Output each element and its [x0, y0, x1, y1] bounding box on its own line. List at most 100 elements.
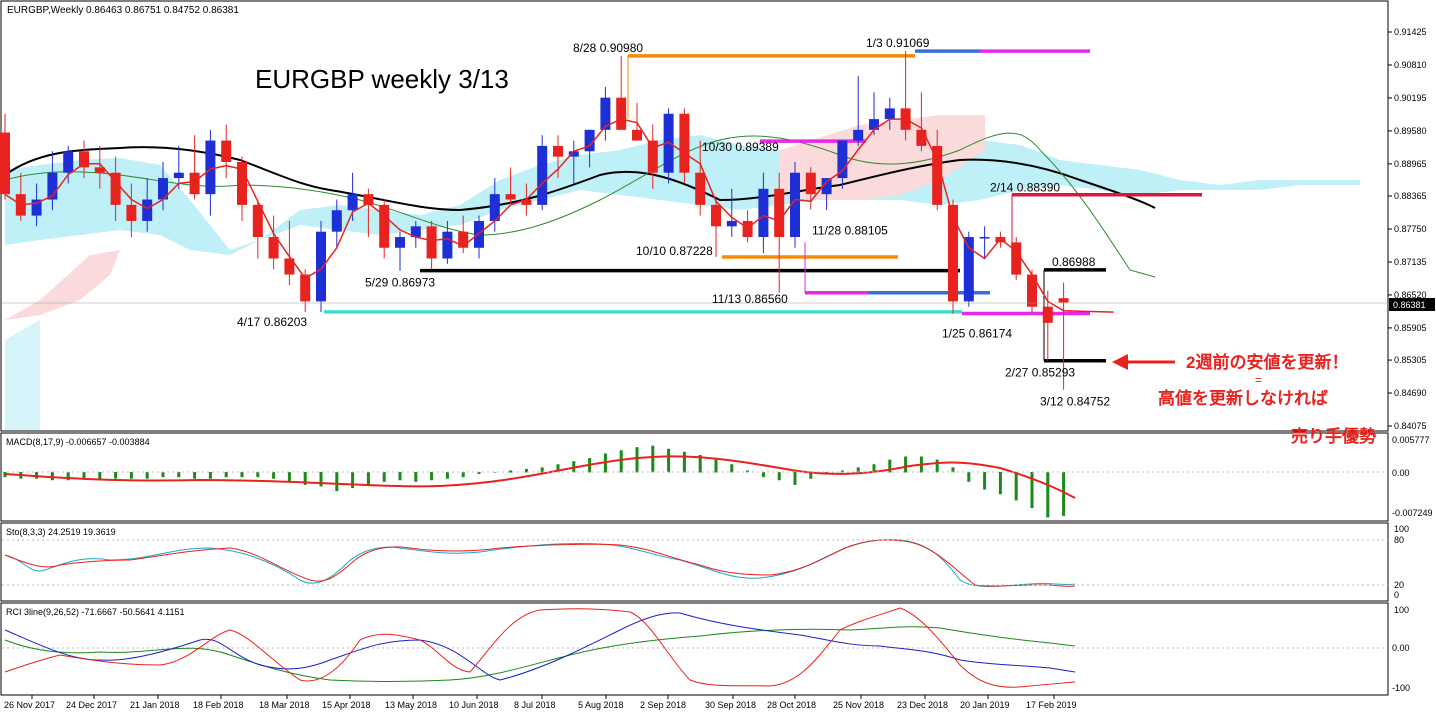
candle-body	[805, 172, 816, 195]
macd-bar	[888, 459, 892, 473]
candle-body	[553, 145, 563, 157]
candle-body	[884, 108, 895, 120]
macd-bar	[66, 472, 70, 481]
candle-body	[0, 132, 10, 195]
macd-bar	[872, 464, 876, 473]
current-price-label: 0.86381	[1393, 300, 1426, 310]
candle-body	[379, 204, 390, 248]
rci-short-mid-line	[4, 612, 1076, 681]
macd-bar	[319, 472, 323, 487]
macd-bar	[904, 456, 908, 473]
tenkan-path	[4, 118, 1114, 313]
candle-body	[821, 178, 832, 195]
candle-body	[505, 194, 516, 200]
price-tick-label: 0.90810	[1394, 60, 1427, 70]
level-label: 4/17 0.86203	[237, 315, 307, 329]
note-equals: =	[1255, 373, 1262, 387]
macd-bars	[3, 445, 1076, 518]
price-tick-label: 0.85905	[1394, 323, 1427, 333]
candle-body	[537, 145, 548, 205]
candle-body	[189, 172, 200, 195]
candle-body	[79, 151, 89, 168]
sto-tick-80: 80	[1394, 535, 1404, 545]
macd-bar	[98, 472, 102, 481]
candle-body	[790, 172, 800, 238]
macd-bar	[272, 472, 276, 479]
level-label: 2/14 0.88390	[990, 181, 1060, 195]
candle-body	[47, 172, 58, 200]
candle-body	[489, 194, 500, 221]
candle-body	[426, 226, 437, 259]
level-label: 1/3 0.91069	[866, 36, 930, 50]
time-tick-label: 13 May 2018	[385, 700, 437, 710]
candle-body	[458, 231, 469, 248]
time-tick-label: 25 Nov 2018	[833, 700, 884, 710]
time-tick-label: 18 Feb 2018	[193, 700, 244, 710]
tenkan-line	[4, 118, 1114, 313]
level-label: 5/29 0.86973	[365, 276, 435, 290]
macd-bar	[351, 472, 355, 488]
macd-bar	[730, 464, 734, 473]
candle-body	[1058, 298, 1069, 303]
macd-bar	[1046, 472, 1050, 518]
symbol-label: EURGBP,Weekly	[7, 5, 83, 16]
macd-bar	[161, 472, 165, 478]
rci-tick-zero: 0.00	[1392, 643, 1410, 653]
note-line-2: 高値を更新しなければ	[1158, 388, 1328, 408]
macd-bar	[509, 470, 513, 473]
level-label: 11/28 0.88105	[812, 224, 888, 238]
price-tick-label: 0.88365	[1394, 191, 1427, 201]
macd-bar	[967, 472, 971, 482]
price-axis: 0.91425 0.90810 0.90195 0.89580 0.88965 0.883…	[1388, 27, 1427, 431]
rci-tick-100: 100	[1394, 605, 1409, 615]
candle-body	[300, 274, 311, 302]
candle-body	[758, 188, 769, 238]
macd-bar	[287, 472, 291, 482]
macd-bar	[82, 472, 86, 479]
macd-bar	[398, 472, 402, 481]
time-tick-label: 8 Jul 2018	[514, 700, 556, 710]
candle-body	[94, 167, 105, 173]
price-tick-label: 0.84075	[1394, 421, 1427, 431]
candle-body	[647, 140, 658, 173]
macd-bar	[1014, 472, 1018, 501]
candle-body	[663, 113, 674, 173]
macd-tick-bottom: -0.007249	[1392, 508, 1433, 518]
candle-body	[521, 199, 532, 205]
price-tick-label: 0.84690	[1394, 388, 1427, 398]
macd-bar	[445, 472, 449, 479]
candle-body	[853, 129, 864, 141]
candle-body	[363, 194, 374, 205]
macd-bar	[951, 467, 955, 473]
time-tick-label: 2 Sep 2018	[640, 700, 686, 710]
candle-body	[600, 97, 611, 130]
macd-bar	[540, 467, 544, 473]
candle-body	[1011, 242, 1022, 275]
candle-body	[252, 204, 263, 238]
price-tick-label: 0.89580	[1394, 126, 1427, 136]
macd-bar	[619, 450, 623, 473]
candle-body	[237, 161, 247, 205]
note-line-1: 2週前の安値を更新！	[1186, 352, 1348, 372]
chart-title-annotation: EURGBP weekly 3/13	[255, 64, 509, 94]
candle-body	[1042, 306, 1053, 323]
sto-tick-0: 0	[1394, 590, 1399, 600]
candle-body	[963, 237, 974, 302]
candle-body	[584, 129, 595, 152]
macd-bar	[414, 472, 418, 482]
level-label: 0.86988	[1052, 255, 1096, 269]
current-price-box	[1389, 298, 1435, 311]
candle-body	[142, 199, 153, 221]
moving-average-black	[4, 146, 1156, 212]
macd-bar	[667, 448, 671, 473]
time-tick-label: 26 Nov 2017	[4, 700, 55, 710]
rci-label: RCI 3line(9,26,52) -71.6667 -50.5641 4.1…	[6, 607, 184, 617]
candle-body	[442, 231, 453, 259]
candle-body	[268, 237, 279, 259]
macd-bar	[935, 459, 939, 473]
macd-bar	[477, 472, 481, 475]
price-tick-label: 0.88965	[1394, 159, 1427, 169]
macd-tick-zero: 0.00	[1392, 468, 1410, 478]
sto-tick-20: 20	[1394, 580, 1404, 590]
